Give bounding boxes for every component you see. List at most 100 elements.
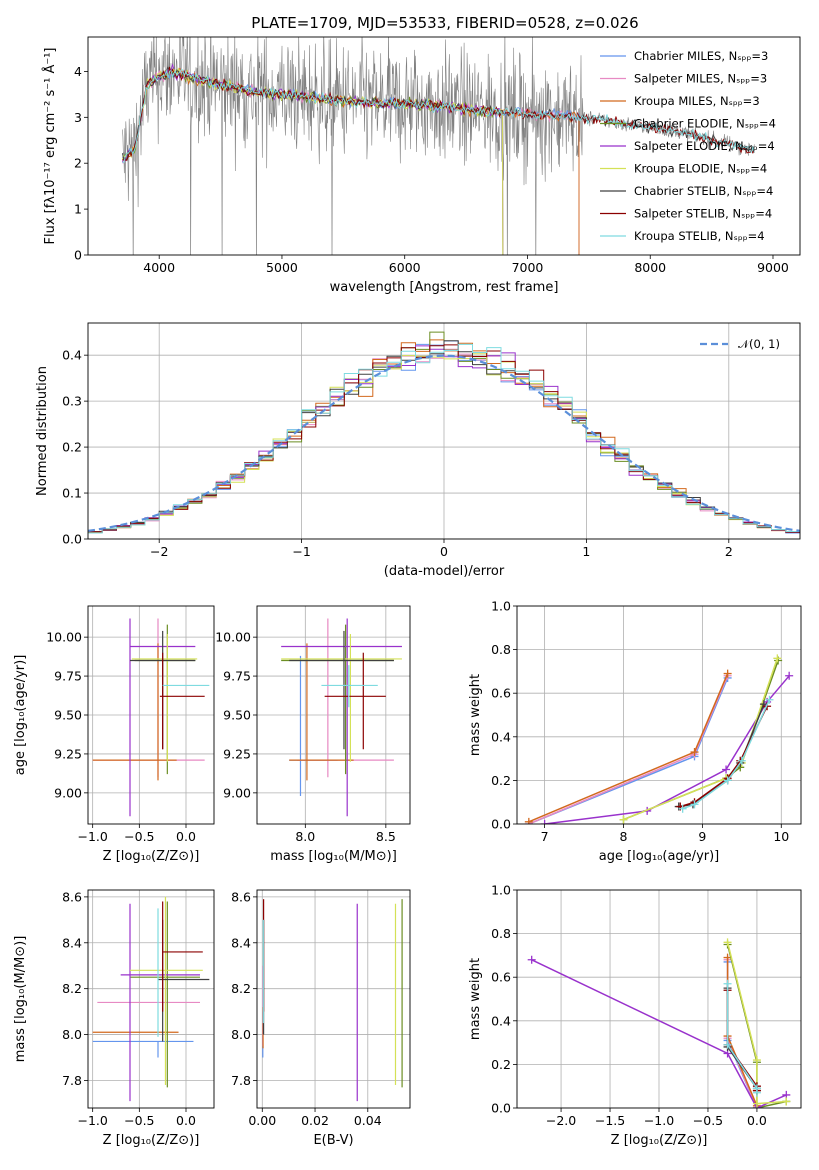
y-tick-label: 10.00 — [215, 630, 251, 645]
model-line-kroupa-elodie — [121, 67, 504, 255]
normal-curve — [88, 354, 800, 532]
x-tick-label: 5000 — [266, 260, 298, 275]
mass-vs-Z-grid — [88, 890, 214, 1108]
series-line — [726, 942, 787, 1105]
x-tick-label: −1.5 — [595, 1113, 625, 1128]
y-tick-label: 1.0 — [491, 883, 511, 898]
age-vs-Z-ylabel: age [log₁₀(age/yr)] — [13, 655, 28, 776]
y-tick-label: 9.50 — [54, 708, 82, 723]
errorbar-kroupa-miles — [289, 643, 354, 781]
residuals-xlabel: (data-model)/error — [384, 564, 505, 579]
y-tick-label: 0.4 — [491, 1013, 511, 1028]
mass-vs-ebv-frame — [256, 889, 411, 1109]
x-tick-label: 7 — [541, 829, 549, 844]
y-tick-label: 1.0 — [491, 599, 511, 614]
series-kroupa-stelib — [678, 695, 774, 813]
series-kroupa-stelib — [723, 979, 761, 1097]
plus-marker — [723, 776, 732, 785]
y-tick-label: 2 — [74, 156, 82, 171]
mass-weight-vs-Z-plot-area — [517, 890, 801, 1108]
model-line-salpeter-stelib — [122, 66, 755, 161]
y-tick-label: 1 — [74, 202, 82, 217]
plus-marker — [737, 756, 746, 765]
x-tick-label: −1.0 — [77, 829, 107, 844]
mass-vs-ebv-grid — [257, 890, 410, 1108]
x-tick-label: −0.5 — [124, 829, 154, 844]
mass-weight-vs-age-ylabel: mass weight — [468, 674, 483, 756]
series-kroupa-elodie — [723, 938, 791, 1108]
errorbar-salpeter-stelib — [324, 652, 386, 750]
x-tick-label: 10 — [773, 829, 789, 844]
y-tick-label: 8.4 — [231, 935, 251, 950]
y-tick-label: 0.8 — [491, 642, 511, 657]
legend-label: Kroupa ELODIE, Nₛₚₚ=4 — [634, 162, 767, 176]
x-tick-label: −0.5 — [124, 1113, 154, 1128]
plus-marker — [752, 1099, 761, 1108]
histogram-kroupa-elodie — [88, 353, 800, 533]
age-vs-mass-panel: 8.0 8.5 9.00 9.25 9.50 9.75 10.00 mass [log₁₀(M… — [215, 605, 411, 864]
x-tick-label: 8.5 — [376, 829, 396, 844]
mass-vs-ebv-xlabel: E(B-V) — [313, 1133, 353, 1148]
errorbar-kroupa-elodie — [131, 634, 198, 762]
y-tick-label: 0.2 — [491, 773, 511, 788]
y-tick-label: 8.2 — [231, 981, 251, 996]
y-tick-label: 8.4 — [62, 935, 82, 950]
plus-marker — [678, 804, 687, 813]
y-tick-label: 0.0 — [62, 532, 82, 547]
legend-label: Kroupa MILES, Nₛₚₚ=3 — [634, 94, 760, 108]
errorbar-salpeter-stelib — [162, 901, 203, 1012]
spectrum-xlabel: wavelength [Angstrom, rest frame] — [330, 280, 559, 295]
y-tick-label: 9.00 — [54, 785, 82, 800]
series-salpeter-elodie — [540, 671, 794, 824]
x-tick-label: 4000 — [143, 260, 175, 275]
x-tick-label: 7000 — [512, 260, 544, 275]
histogram-kroupa-stelib — [88, 343, 800, 534]
mass-vs-Z-plot-area — [88, 890, 214, 1108]
y-tick-label: 0.8 — [491, 926, 511, 941]
y-tick-label: 4 — [74, 64, 82, 79]
plus-marker — [752, 1056, 761, 1065]
y-tick-label: 9.50 — [223, 708, 251, 723]
spectrum-plot-area — [121, 37, 755, 255]
errorbar-salpeter-miles — [92, 618, 205, 778]
residuals-ylabel: Normed distribution — [35, 366, 50, 496]
x-tick-label: −0.5 — [693, 1113, 723, 1128]
plus-marker — [723, 979, 732, 988]
y-tick-label: 9.25 — [223, 746, 251, 761]
plus-marker — [723, 938, 732, 947]
plus-marker — [619, 815, 628, 824]
errorbar-salpeter-stelib — [159, 652, 205, 750]
errorbar-chabrier-elodie — [281, 624, 394, 775]
series-line — [726, 959, 758, 1108]
y-tick-label: 0.1 — [62, 486, 82, 501]
age-vs-mass-plot-area — [257, 606, 410, 824]
legend-label: 𝒩(0, 1) — [738, 337, 780, 351]
y-tick-label: 8.6 — [62, 889, 82, 904]
y-tick-label: 0.0 — [491, 1101, 511, 1116]
y-tick-label: 0.0 — [491, 817, 511, 832]
mass-vs-Z-ylabel: mass [log₁₀(M/M⊙)] — [13, 936, 28, 1063]
y-tick-label: 0.3 — [62, 394, 82, 409]
y-tick-label: 0.6 — [491, 970, 511, 985]
plus-marker — [722, 765, 731, 774]
series-chabrier-miles — [524, 673, 732, 824]
errorbar-kroupa-miles — [92, 643, 177, 781]
model-line-chabrier-stelib — [121, 66, 755, 162]
y-tick-label: 7.8 — [62, 1073, 82, 1088]
x-tick-label: 6000 — [389, 260, 421, 275]
plus-marker — [785, 671, 794, 680]
x-tick-label: 8 — [620, 829, 628, 844]
mass-weight-vs-age-panel: 7 8 9 10 0.0 0.2 0.4 0.6 0.8 1.0 age [log₁₀(age/yr… — [468, 599, 802, 864]
errorbar-chabrier-miles — [92, 1040, 194, 1058]
y-tick-label: 0.6 — [491, 686, 511, 701]
y-tick-label: 0.2 — [62, 440, 82, 455]
errorbar-chabrier-stelib — [289, 630, 394, 750]
plus-marker — [773, 654, 782, 663]
plus-marker — [782, 1097, 791, 1106]
y-tick-label: 0.4 — [62, 348, 82, 363]
residuals-panel: −2 −1 0 1 2 0.0 0.1 0.2 0.3 0.4 (data-model)/error… — [35, 322, 801, 579]
x-tick-label: 9 — [698, 829, 706, 844]
plus-marker — [524, 817, 533, 824]
spectrum-ylabel: Flux [fλ10⁻¹⁷ erg cm⁻² s⁻¹ Å⁻¹] — [42, 48, 58, 245]
